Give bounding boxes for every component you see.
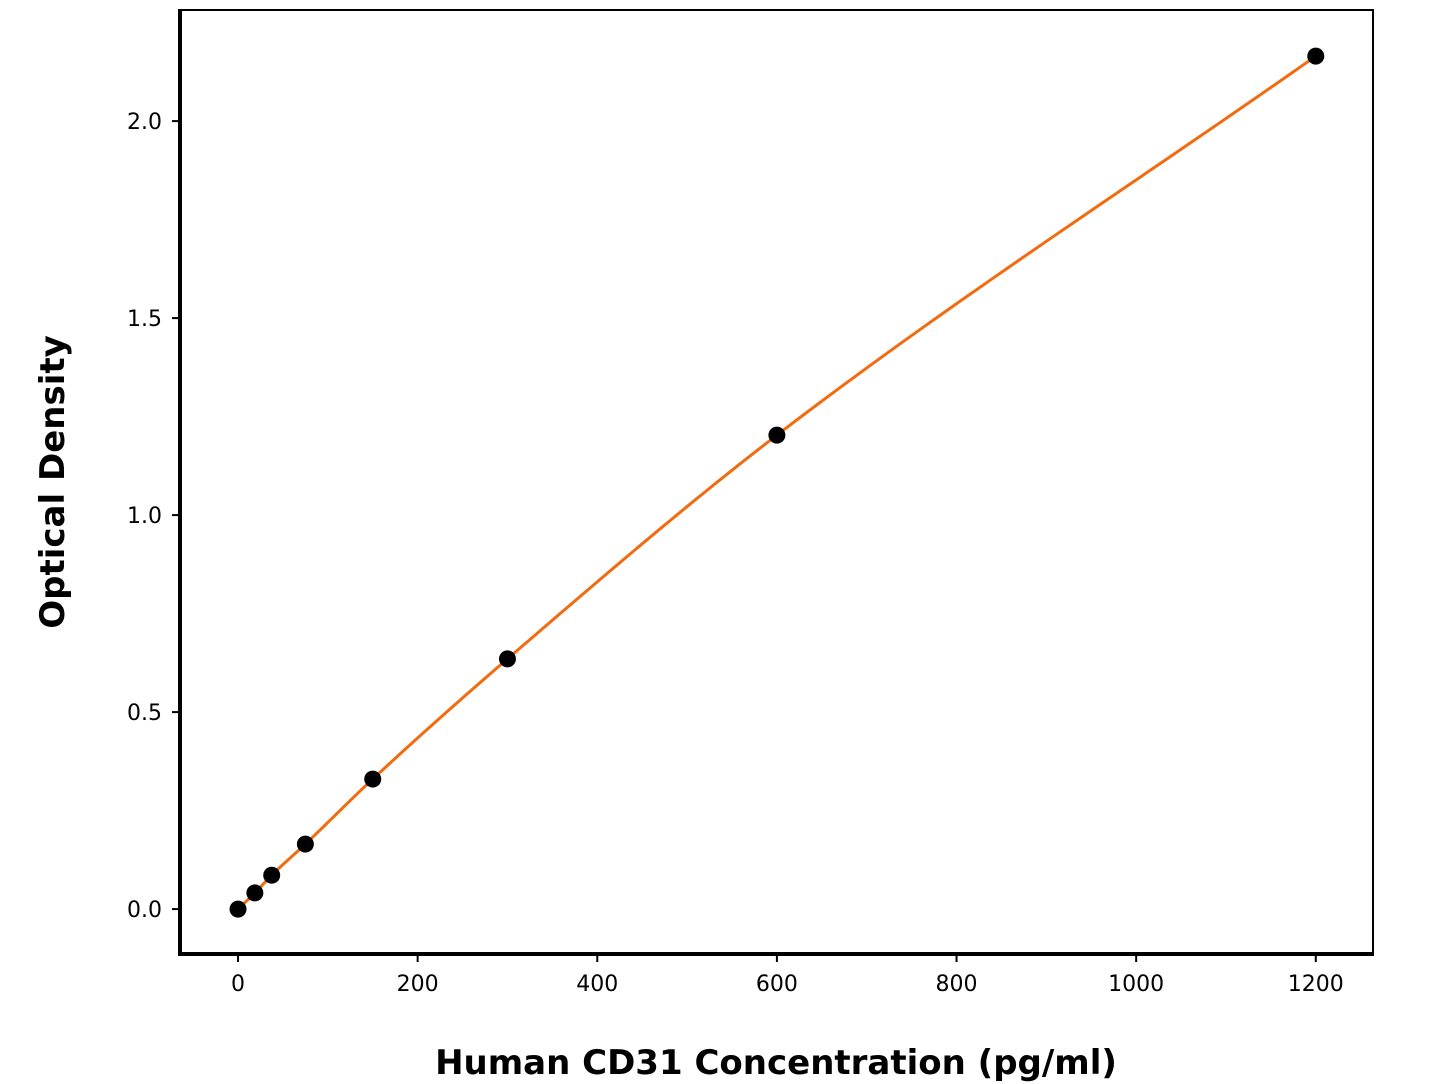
y-tick-label: 1.0	[127, 504, 162, 529]
x-tick-label: 0	[231, 972, 245, 997]
data-point	[246, 884, 264, 902]
data-point	[364, 770, 382, 788]
data-point	[229, 900, 247, 918]
y-axis-label: Optical Density	[33, 335, 73, 629]
y-tick-label: 1.5	[127, 307, 162, 332]
y-tick-label: 0.5	[127, 701, 162, 726]
y-tick-label: 2.0	[127, 110, 162, 135]
data-point	[296, 835, 314, 853]
x-tick-label: 1200	[1288, 972, 1344, 997]
fitted-curve	[236, 54, 1317, 911]
data-point	[263, 866, 281, 884]
plot-frame	[179, 9, 1374, 955]
x-tick-label: 600	[756, 972, 798, 997]
x-axis-label: Human CD31 Concentration (pg/ml)	[435, 1043, 1117, 1083]
y-tick-label: 0.0	[127, 898, 162, 923]
data-point	[768, 426, 786, 444]
x-tick-label: 1000	[1108, 972, 1164, 997]
x-tick-label: 800	[936, 972, 978, 997]
x-tick-label: 400	[576, 972, 618, 997]
data-point	[1307, 47, 1325, 65]
x-tick-label: 200	[397, 972, 439, 997]
data-point	[498, 650, 516, 668]
